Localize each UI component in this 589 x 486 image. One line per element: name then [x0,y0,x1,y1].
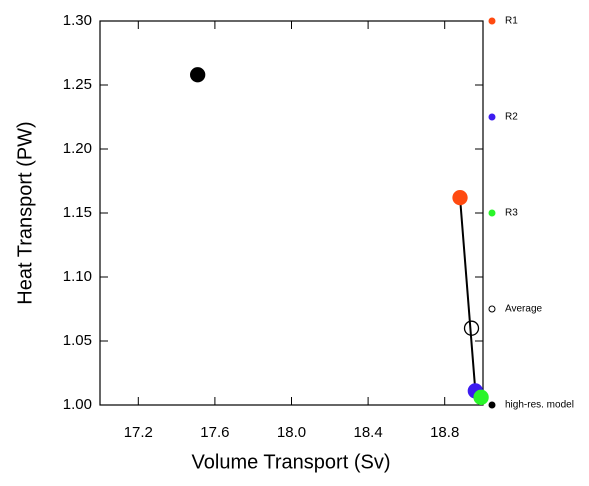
x-axis-label: Volume Transport (Sv) [192,451,391,473]
y-tick-label: 1.00 [63,396,92,413]
y-tick-label: 1.05 [63,332,92,349]
legend-label: R1 [505,16,518,27]
legend-label: Average [505,304,543,315]
legend-label: R2 [505,112,518,123]
legend-marker [488,209,496,217]
point [463,320,480,336]
y-tick-label: 1.15 [63,204,92,221]
connector-line [459,197,482,398]
point [473,389,489,405]
point [452,189,468,206]
legend-marker [488,305,496,313]
point [190,67,206,83]
x-tick-label: 18.8 [430,424,459,441]
legend-label: high-res. model [505,400,574,411]
y-axis-label: Heat Transport (PW) [14,121,36,304]
y-tick-label: 1.25 [63,76,92,93]
x-tick-label: 18.4 [353,424,382,441]
legend-marker [488,401,496,409]
x-tick-label: 17.6 [200,424,229,441]
y-tick-label: 1.10 [63,268,92,285]
y-tick-label: 1.20 [63,140,92,157]
y-tick-label: 1.30 [63,12,92,29]
legend-label: R3 [505,208,518,219]
x-tick-label: 18.0 [277,424,306,441]
legend-marker [488,113,496,121]
x-tick-label: 17.2 [124,424,153,441]
plot-frame [99,20,484,406]
legend-marker [488,17,496,25]
